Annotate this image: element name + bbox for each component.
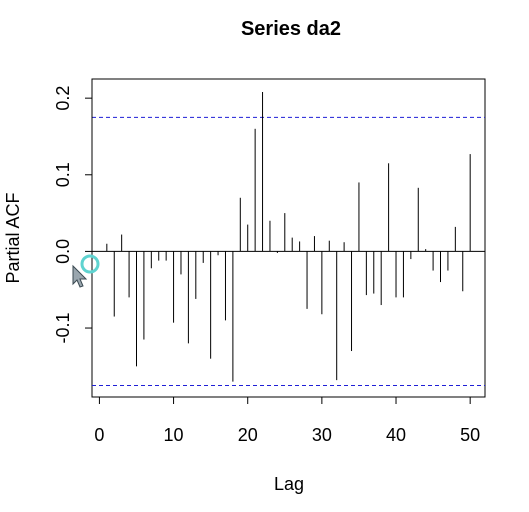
y-tick-label: 0.2 xyxy=(53,86,73,111)
y-tick-label: -0.1 xyxy=(53,313,73,344)
x-axis-label: Lag xyxy=(274,474,304,494)
x-tick-label: 20 xyxy=(238,425,258,445)
x-tick-label: 10 xyxy=(164,425,184,445)
x-tick-label: 0 xyxy=(94,425,104,445)
cursor-ring xyxy=(80,254,100,274)
pacf-bars xyxy=(106,92,471,382)
x-tick-label: 30 xyxy=(312,425,332,445)
confidence-bounds xyxy=(92,116,485,387)
y-tick-label: 0.1 xyxy=(53,162,73,187)
y-axis-label: Partial ACF xyxy=(3,192,23,283)
x-tick-label: 40 xyxy=(386,425,406,445)
chart-title: Series da2 xyxy=(241,18,341,40)
y-tick-label: 0.0 xyxy=(53,239,73,264)
x-tick-label: 50 xyxy=(460,425,480,445)
y-axis: -0.1 0.0 0.1 0.2 xyxy=(53,86,93,344)
arrow-cursor-icon xyxy=(72,264,88,288)
plot-frame xyxy=(91,78,486,398)
x-axis: 0 10 20 30 40 50 xyxy=(94,396,480,445)
mouse-cursor xyxy=(72,254,100,288)
